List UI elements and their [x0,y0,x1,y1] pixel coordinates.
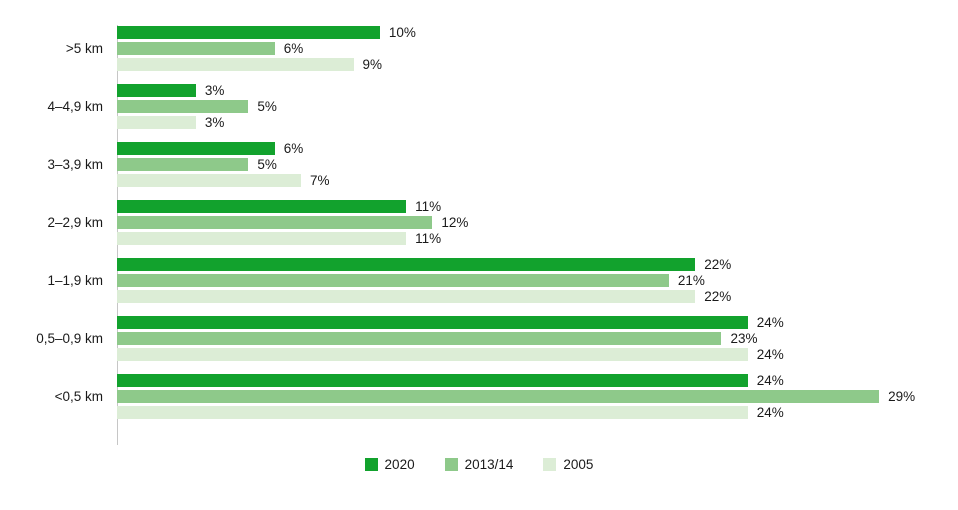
bar-2013-14 [117,332,722,345]
category-label: 2–2,9 km [47,215,103,230]
category-label: 3–3,9 km [47,157,103,172]
category-label: <0,5 km [54,389,103,404]
bar-line: 11% [117,199,958,214]
bar-line: 10% [117,25,958,40]
value-label: 9% [362,57,383,72]
bar-group: 4–4,9 km 3% 5% 3% [0,83,958,130]
bar-line: 5% [117,99,958,114]
value-label: 6% [283,41,304,56]
category-label: 4–4,9 km [47,99,103,114]
bar-line: 12% [117,215,958,230]
bar-2005 [117,290,696,303]
category-label: 1–1,9 km [47,273,103,288]
bar-2005 [117,58,354,71]
bar-2005 [117,174,301,187]
value-label: 11% [415,231,442,246]
value-label: 3% [204,115,225,130]
chart-rows: >5 km 10% 6% 9% 4–4,9 km 3% 5% 3% 3–3,9 km 6% 5% 7%… [0,25,958,432]
legend-label: 2005 [563,457,594,472]
value-label: 23% [730,331,758,346]
bar-line: 23% [117,331,958,346]
bar-stack: 3% 5% 3% [117,83,958,130]
bar-line: 24% [117,373,958,388]
legend-item-2005: 2005 [543,457,593,472]
bar-stack: 10% 6% 9% [117,25,958,72]
bar-group: 0,5–0,9 km 24% 23% 24% [0,315,958,362]
bar-stack: 22% 21% 22% [117,257,958,304]
legend-swatch [364,458,378,471]
bar-stack: 24% 29% 24% [117,373,958,420]
value-label: 24% [756,315,784,330]
legend-swatch [444,458,458,471]
bar-line: 22% [117,257,958,272]
bar-group: 1–1,9 km 22% 21% 22% [0,257,958,304]
legend-item-2013-14: 2013/14 [444,457,514,472]
bar-2013-14 [117,42,275,55]
legend-item-2020: 2020 [364,457,415,472]
bar-2020 [117,84,196,97]
bar-stack: 24% 23% 24% [117,315,958,362]
bar-2020 [117,374,748,387]
bar-line: 21% [117,273,958,288]
value-label: 5% [257,99,277,114]
bar-2013-14 [117,158,249,171]
bar-line: 5% [117,157,958,172]
bar-group: <0,5 km 24% 29% 24% [0,373,958,420]
value-label: 5% [257,157,277,172]
value-label: 7% [309,173,330,188]
bar-2013-14 [117,216,433,229]
bar-group: 2–2,9 km 11% 12% 11% [0,199,958,246]
value-label: 10% [388,25,416,40]
bar-line: 24% [117,315,958,330]
value-label: 24% [756,373,784,388]
value-label: 22% [704,257,732,272]
category-label: 0,5–0,9 km [36,331,103,346]
bar-2020 [117,316,748,329]
bar-line: 3% [117,115,958,130]
legend: 2020 2013/14 2005 [0,457,958,472]
value-label: 6% [283,141,304,156]
bar-2020 [117,200,407,213]
bar-line: 22% [117,289,958,304]
bar-group: >5 km 10% 6% 9% [0,25,958,72]
bar-2020 [117,142,275,155]
legend-label: 2013/14 [464,457,514,472]
bar-line: 11% [117,231,958,246]
bar-2020 [117,258,696,271]
bar-line: 24% [117,347,958,362]
value-label: 24% [756,347,784,362]
value-label: 22% [704,289,732,304]
bar-line: 7% [117,173,958,188]
value-label: 11% [415,199,442,214]
legend-swatch [543,458,557,471]
category-label: >5 km [65,41,103,56]
bar-line: 6% [117,41,958,56]
bar-line: 6% [117,141,958,156]
bar-stack: 11% 12% 11% [117,199,958,246]
value-label: 12% [441,215,469,230]
value-label: 29% [888,389,916,404]
bar-line: 9% [117,57,958,72]
bar-2005 [117,406,748,419]
bar-line: 3% [117,83,958,98]
bar-2013-14 [117,390,880,403]
bar-2013-14 [117,274,669,287]
bar-line: 24% [117,405,958,420]
bar-2013-14 [117,100,249,113]
legend-label: 2020 [384,457,415,472]
value-label: 21% [677,273,705,288]
bar-2005 [117,348,748,361]
bar-2005 [117,116,196,129]
bar-line: 29% [117,389,958,404]
bar-stack: 6% 5% 7% [117,141,958,188]
value-label: 24% [756,405,784,420]
bar-2005 [117,232,407,245]
bar-group: 3–3,9 km 6% 5% 7% [0,141,958,188]
bar-2020 [117,26,380,39]
value-label: 3% [204,83,225,98]
